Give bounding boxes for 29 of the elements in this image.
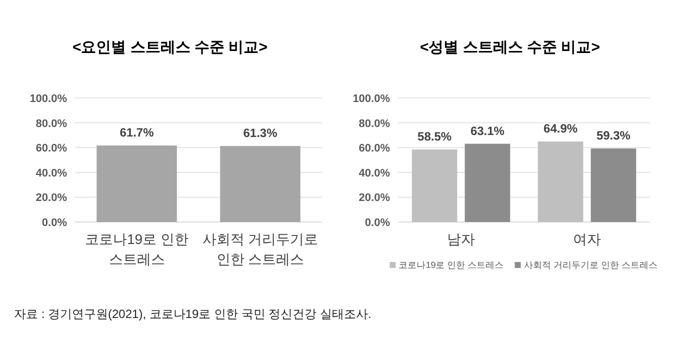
data-label: 59.3% bbox=[596, 128, 631, 142]
data-label: 63.1% bbox=[470, 124, 505, 138]
data-label: 61.3% bbox=[243, 126, 278, 140]
y-tick-label: 60.0% bbox=[358, 142, 390, 155]
y-tick-label: 100.0% bbox=[352, 93, 390, 105]
data-label: 64.9% bbox=[544, 122, 578, 136]
y-tick-label: 20.0% bbox=[36, 192, 68, 204]
y-tick-label: 20.0% bbox=[358, 192, 390, 204]
x-tick-label: 코로나19로 인한 스트레스 bbox=[85, 231, 188, 267]
bar bbox=[590, 148, 636, 222]
chart-title: <성별 스트레스 수준 비교> bbox=[420, 39, 600, 56]
text: 자료 : 경기연구원(2021), 코로나19로 인한 국민 정신건강 실태조사. bbox=[14, 307, 372, 321]
data-label: 61.7% bbox=[120, 125, 154, 140]
y-tick-label: 60.0% bbox=[36, 142, 68, 155]
bar bbox=[464, 144, 510, 222]
y-tick-label: 80.0% bbox=[358, 118, 390, 130]
bar bbox=[538, 142, 584, 222]
x-tick-label: 남자 bbox=[447, 231, 475, 247]
y-tick-label: 40.0% bbox=[358, 167, 390, 180]
y-tick-label: 40.0% bbox=[36, 167, 68, 180]
y-tick-label: 100.0% bbox=[30, 93, 68, 105]
y-tick-label: 0.0% bbox=[364, 217, 390, 229]
y-tick-label: 0.0% bbox=[42, 217, 68, 229]
y-tick-label: 80.0% bbox=[36, 118, 68, 130]
data-label: 58.5% bbox=[418, 129, 452, 144]
chart-title: <요인별 스트레스 수준 비교> bbox=[72, 39, 268, 56]
bar bbox=[412, 149, 458, 222]
x-tick-label: 여자 bbox=[573, 231, 601, 247]
x-tick-label: 사회적 거리두기로 인한 스트레스 bbox=[202, 231, 318, 267]
